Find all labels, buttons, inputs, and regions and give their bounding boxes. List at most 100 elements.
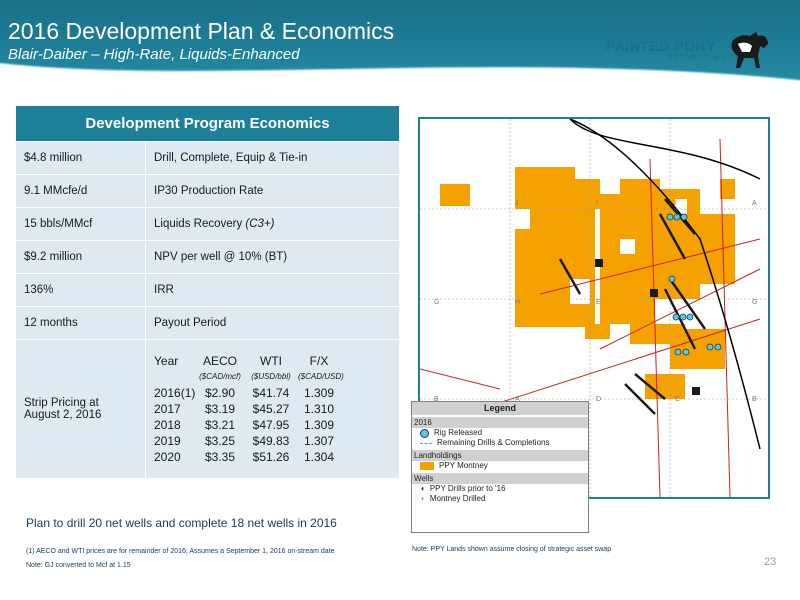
legend-ppy-drills: ◖ PPY Drills prior to '16	[412, 484, 588, 494]
legend-label: Remaining Drills & Completions	[437, 438, 550, 447]
strip-wti: $45.27	[252, 402, 290, 416]
row-value: $9.2 million	[15, 240, 146, 274]
economics-table: Development Program Economics $4.8 milli…	[15, 105, 400, 479]
row-value: 9.1 MMcfe/d	[15, 174, 146, 208]
map-label: A	[752, 200, 757, 207]
strip-aeco: $3.35	[204, 450, 236, 464]
roads-black	[569, 119, 761, 450]
row-label: Liquids Recovery	[154, 218, 243, 230]
strip-year: 2019	[154, 434, 181, 448]
slide-title: 2016 Development Plan & Economics	[8, 18, 395, 44]
rig-released-points	[666, 213, 722, 356]
row-label: Drill, Complete, Equip & Tie-in	[145, 141, 400, 175]
strip-fx: 1.309	[303, 418, 335, 432]
legend-label: PPY Drills prior to '16	[429, 484, 506, 493]
strip-label: Strip Pricing at August 2, 2016	[15, 339, 146, 479]
strip-unit: ($CAD/USD)	[298, 372, 344, 381]
legend-section-wells: Wells	[412, 473, 588, 484]
legend-montney-drilled: ◖ Montney Drilled	[412, 494, 588, 504]
strip-year: 2016(1)	[154, 386, 196, 400]
map-label: C	[675, 396, 680, 403]
strip-wti: $51.26	[252, 450, 290, 464]
footnote-1: (1) AECO and WTI prices are for remainde…	[26, 548, 335, 555]
legend-title: Legend	[412, 402, 588, 415]
strip-header: AECO	[202, 354, 237, 368]
map-label: I	[675, 200, 677, 207]
strip-wti: $49.83	[252, 434, 290, 448]
row-label: IRR	[145, 273, 400, 307]
strip-fx: 1.304	[303, 450, 335, 464]
map-label: B	[434, 396, 439, 403]
map-label: I	[596, 200, 598, 207]
strip-aeco: $2.90	[204, 386, 236, 400]
strip-unit: ($CAD/mcf)	[199, 372, 241, 381]
well-symbol-gray-icon: ◖	[420, 494, 425, 503]
legend-label: PPY Montney	[439, 461, 488, 470]
row-value: $4.8 million	[15, 141, 146, 175]
logo-name: PAINTED PONY	[606, 38, 716, 54]
legend-label: Rig Released	[434, 428, 483, 437]
map-label: A	[515, 396, 520, 403]
footnote-2: Note: GJ converted to Mcf at 1.15	[26, 562, 131, 569]
strip-grid: Year AECO WTI F/X ($CAD/mcf) ($USD/bbl) …	[154, 353, 391, 465]
strip-header: F/X	[309, 354, 329, 368]
strip-aeco: $3.25	[204, 434, 236, 448]
legend-rig-released: Rig Released	[412, 428, 588, 438]
row-label: Payout Period	[145, 306, 400, 340]
legend-ppy-montney: PPY Montney	[412, 461, 588, 471]
map-label: E	[596, 299, 601, 306]
legend-label: Montney Drilled	[429, 494, 486, 503]
row-value: 136%	[15, 273, 146, 307]
map-label: G	[434, 299, 439, 306]
strip-aeco: $3.21	[204, 418, 236, 432]
strip-year: 2017	[154, 402, 181, 416]
land-map: G H E G B A D C B J I I A	[418, 117, 770, 499]
strip-pricing-row: Strip Pricing at August 2, 2016 Year AEC…	[15, 339, 400, 479]
strip-year: 2018	[154, 418, 181, 432]
strip-wti: $41.74	[252, 386, 290, 400]
row-label-note: (C3+)	[245, 218, 275, 230]
strip-year: 2020	[154, 450, 181, 464]
strip-wti: $47.95	[252, 418, 290, 432]
plan-text: Plan to drill 20 net wells and complete …	[26, 516, 337, 530]
map-label: G	[752, 299, 757, 306]
dashed-line-icon	[420, 442, 432, 444]
company-logo: PAINTED PONY PETROLEUM LTD.	[606, 28, 796, 80]
map-label: B	[752, 396, 757, 403]
table-row: $4.8 million Drill, Complete, Equip & Ti…	[15, 141, 400, 175]
facility-markers	[595, 259, 700, 395]
row-label: NPV per well @ 10% (BT)	[145, 240, 400, 274]
ppy-montney-lands	[440, 167, 735, 399]
table-heading: Development Program Economics	[15, 105, 400, 142]
row-value: 15 bbls/MMcf	[15, 207, 146, 241]
montney-swatch-icon	[420, 462, 434, 470]
row-value: 12 months	[15, 306, 146, 340]
table-row: 15 bbls/MMcf Liquids Recovery (C3+)	[15, 207, 400, 241]
logo-sub: PETROLEUM LTD.	[668, 55, 743, 62]
strip-header: Year	[154, 354, 179, 368]
map-label: D	[596, 396, 601, 403]
grid-lines	[420, 119, 768, 497]
table-row: 136% IRR	[15, 273, 400, 307]
well-symbol-icon: ◖	[420, 484, 425, 493]
map-svg: G H E G B A D C B J I I A	[420, 119, 768, 497]
row-label: IP30 Production Rate	[145, 174, 400, 208]
strip-pricing-cell: Year AECO WTI F/X ($CAD/mcf) ($USD/bbl) …	[145, 339, 400, 479]
slide-subtitle: Blair-Daiber – High-Rate, Liquids-Enhanc…	[8, 46, 300, 63]
table-row: 9.1 MMcfe/d IP30 Production Rate	[15, 174, 400, 208]
horse-icon	[731, 32, 768, 68]
map-label: H	[515, 299, 520, 306]
strip-aeco: $3.19	[204, 402, 236, 416]
slide-header: 2016 Development Plan & Economics Blair-…	[0, 0, 800, 92]
map-label: J	[515, 200, 519, 207]
table-row: $9.2 million NPV per well @ 10% (BT)	[15, 240, 400, 274]
legend-section-2016: 2016	[412, 417, 588, 428]
page-number: 23	[764, 556, 777, 568]
township-labels: G H E G B A D C B J I I A	[434, 200, 757, 403]
map-note: Note: PPY Lands shown assume closing of …	[412, 546, 612, 553]
map-legend: Legend 2016 Rig Released Remaining Drill…	[411, 401, 589, 533]
strip-fx: 1.310	[303, 402, 335, 416]
strip-fx: 1.307	[303, 434, 335, 448]
strip-fx: 1.309	[303, 386, 335, 400]
strip-unit	[154, 369, 196, 385]
